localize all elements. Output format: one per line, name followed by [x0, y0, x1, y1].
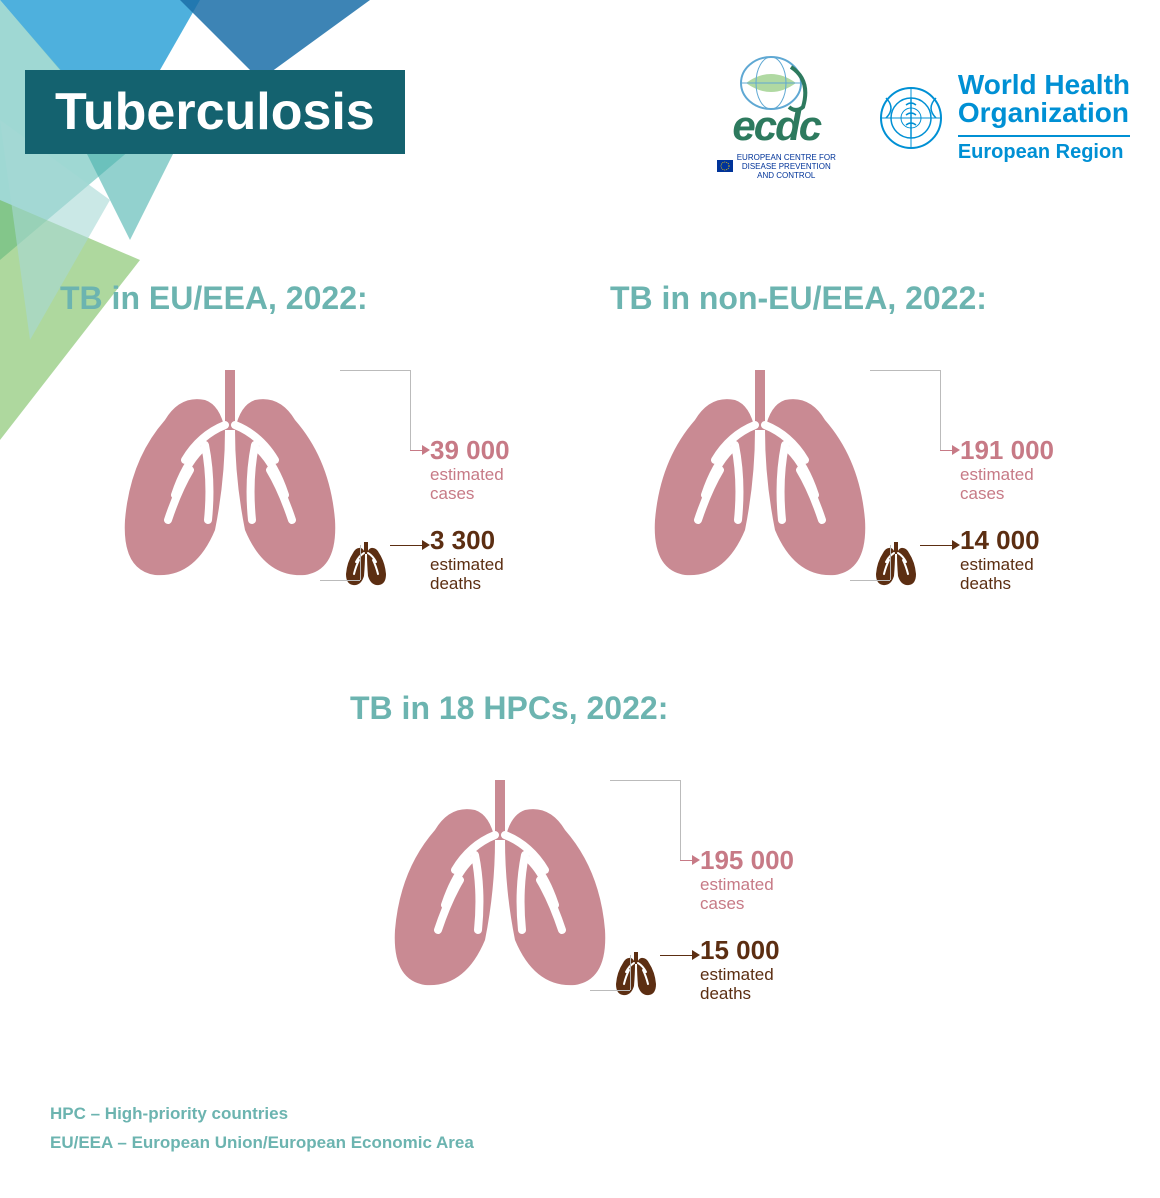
lungs-icon — [90, 350, 370, 590]
ecdc-subtitle: EUROPEAN CENTRE FOR DISEASE PREVENTION A… — [737, 154, 836, 180]
callout-line — [870, 370, 940, 371]
callout-line — [590, 990, 630, 991]
callout-line — [940, 370, 941, 450]
eu-stats: 39 000 estimated cases 3 300 estimated d… — [370, 350, 570, 590]
callout-line — [680, 780, 681, 860]
callout-line — [360, 545, 361, 580]
who-divider — [958, 135, 1130, 137]
callout-line — [610, 780, 680, 781]
hpc-cases-label2: cases — [700, 895, 794, 914]
lungs-icon — [360, 760, 640, 1000]
eu-deaths-label1: estimated — [430, 556, 504, 575]
eu-cases-label2: cases — [430, 485, 510, 504]
hpc-stats: 195 000 estimated cases 15 000 estimated… — [640, 760, 840, 1000]
hpc-deaths-stat: 15 000 estimated deaths — [700, 935, 780, 1003]
footer-legend: HPC – High-priority countries EU/EEA – E… — [50, 1100, 474, 1158]
eu-cases-label1: estimated — [430, 466, 510, 485]
arrow-icon — [952, 540, 960, 550]
callout-line — [390, 545, 424, 546]
eu-section-title: TB in EU/EEA, 2022: — [60, 280, 368, 317]
lungs-icon — [620, 350, 900, 590]
callout-line — [850, 580, 890, 581]
noneu-deaths-stat: 14 000 estimated deaths — [960, 525, 1040, 593]
footer-line1: HPC – High-priority countries — [50, 1100, 474, 1129]
ecdc-sub-line3: AND CONTROL — [737, 172, 836, 181]
noneu-stats: 191 000 estimated cases 14 000 estimated… — [900, 350, 1100, 590]
noneu-deaths-label2: deaths — [960, 575, 1040, 594]
arrow-icon — [692, 950, 700, 960]
who-line1: World Health — [958, 71, 1130, 99]
who-region: European Region — [958, 141, 1130, 164]
hpc-cases-number: 195 000 — [700, 845, 794, 876]
noneu-cases-number: 191 000 — [960, 435, 1054, 466]
noneu-panel: 191 000 estimated cases 14 000 estimated… — [620, 350, 1100, 590]
hpc-panel: 195 000 estimated cases 15 000 estimated… — [360, 760, 840, 1000]
ecdc-logo-text: ecdc — [717, 102, 836, 150]
hpc-section-title: TB in 18 HPCs, 2022: — [350, 690, 668, 727]
arrow-icon — [692, 855, 700, 865]
callout-line — [660, 955, 694, 956]
who-line2: Organization — [958, 99, 1130, 127]
noneu-cases-label2: cases — [960, 485, 1054, 504]
footer-line2: EU/EEA – European Union/European Economi… — [50, 1129, 474, 1158]
hpc-deaths-number: 15 000 — [700, 935, 780, 966]
arrow-icon — [422, 445, 430, 455]
eu-flag-icon — [717, 160, 733, 172]
eu-cases-number: 39 000 — [430, 435, 510, 466]
hpc-deaths-label2: deaths — [700, 985, 780, 1004]
callout-line — [630, 955, 631, 990]
who-logo-text: World Health Organization European Regio… — [958, 71, 1130, 164]
noneu-section-title: TB in non-EU/EEA, 2022: — [610, 280, 987, 317]
page-title: Tuberculosis — [25, 70, 405, 154]
hpc-cases-stat: 195 000 estimated cases — [700, 845, 794, 913]
eu-deaths-stat: 3 300 estimated deaths — [430, 525, 504, 593]
ecdc-logo: ecdc EUROPEAN CENTRE FOR DISEASE PREVENT… — [717, 55, 836, 180]
noneu-deaths-label1: estimated — [960, 556, 1040, 575]
noneu-cases-label1: estimated — [960, 466, 1054, 485]
logos-row: ecdc EUROPEAN CENTRE FOR DISEASE PREVENT… — [717, 55, 1130, 180]
eu-panel: 39 000 estimated cases 3 300 estimated d… — [90, 350, 570, 590]
noneu-lungs-graphic — [620, 350, 900, 590]
eu-deaths-label2: deaths — [430, 575, 504, 594]
arrow-icon — [952, 445, 960, 455]
noneu-cases-stat: 191 000 estimated cases — [960, 435, 1054, 503]
who-logo: World Health Organization European Regio… — [876, 71, 1130, 164]
eu-deaths-number: 3 300 — [430, 525, 504, 556]
callout-line — [920, 545, 954, 546]
hpc-lungs-graphic — [360, 760, 640, 1000]
callout-line — [320, 580, 360, 581]
noneu-deaths-number: 14 000 — [960, 525, 1040, 556]
callout-line — [890, 545, 891, 580]
arrow-icon — [422, 540, 430, 550]
callout-line — [340, 370, 410, 371]
hpc-deaths-label1: estimated — [700, 966, 780, 985]
hpc-cases-label1: estimated — [700, 876, 794, 895]
callout-line — [410, 370, 411, 450]
eu-cases-stat: 39 000 estimated cases — [430, 435, 510, 503]
who-emblem-icon — [876, 83, 946, 153]
eu-lungs-graphic — [90, 350, 370, 590]
